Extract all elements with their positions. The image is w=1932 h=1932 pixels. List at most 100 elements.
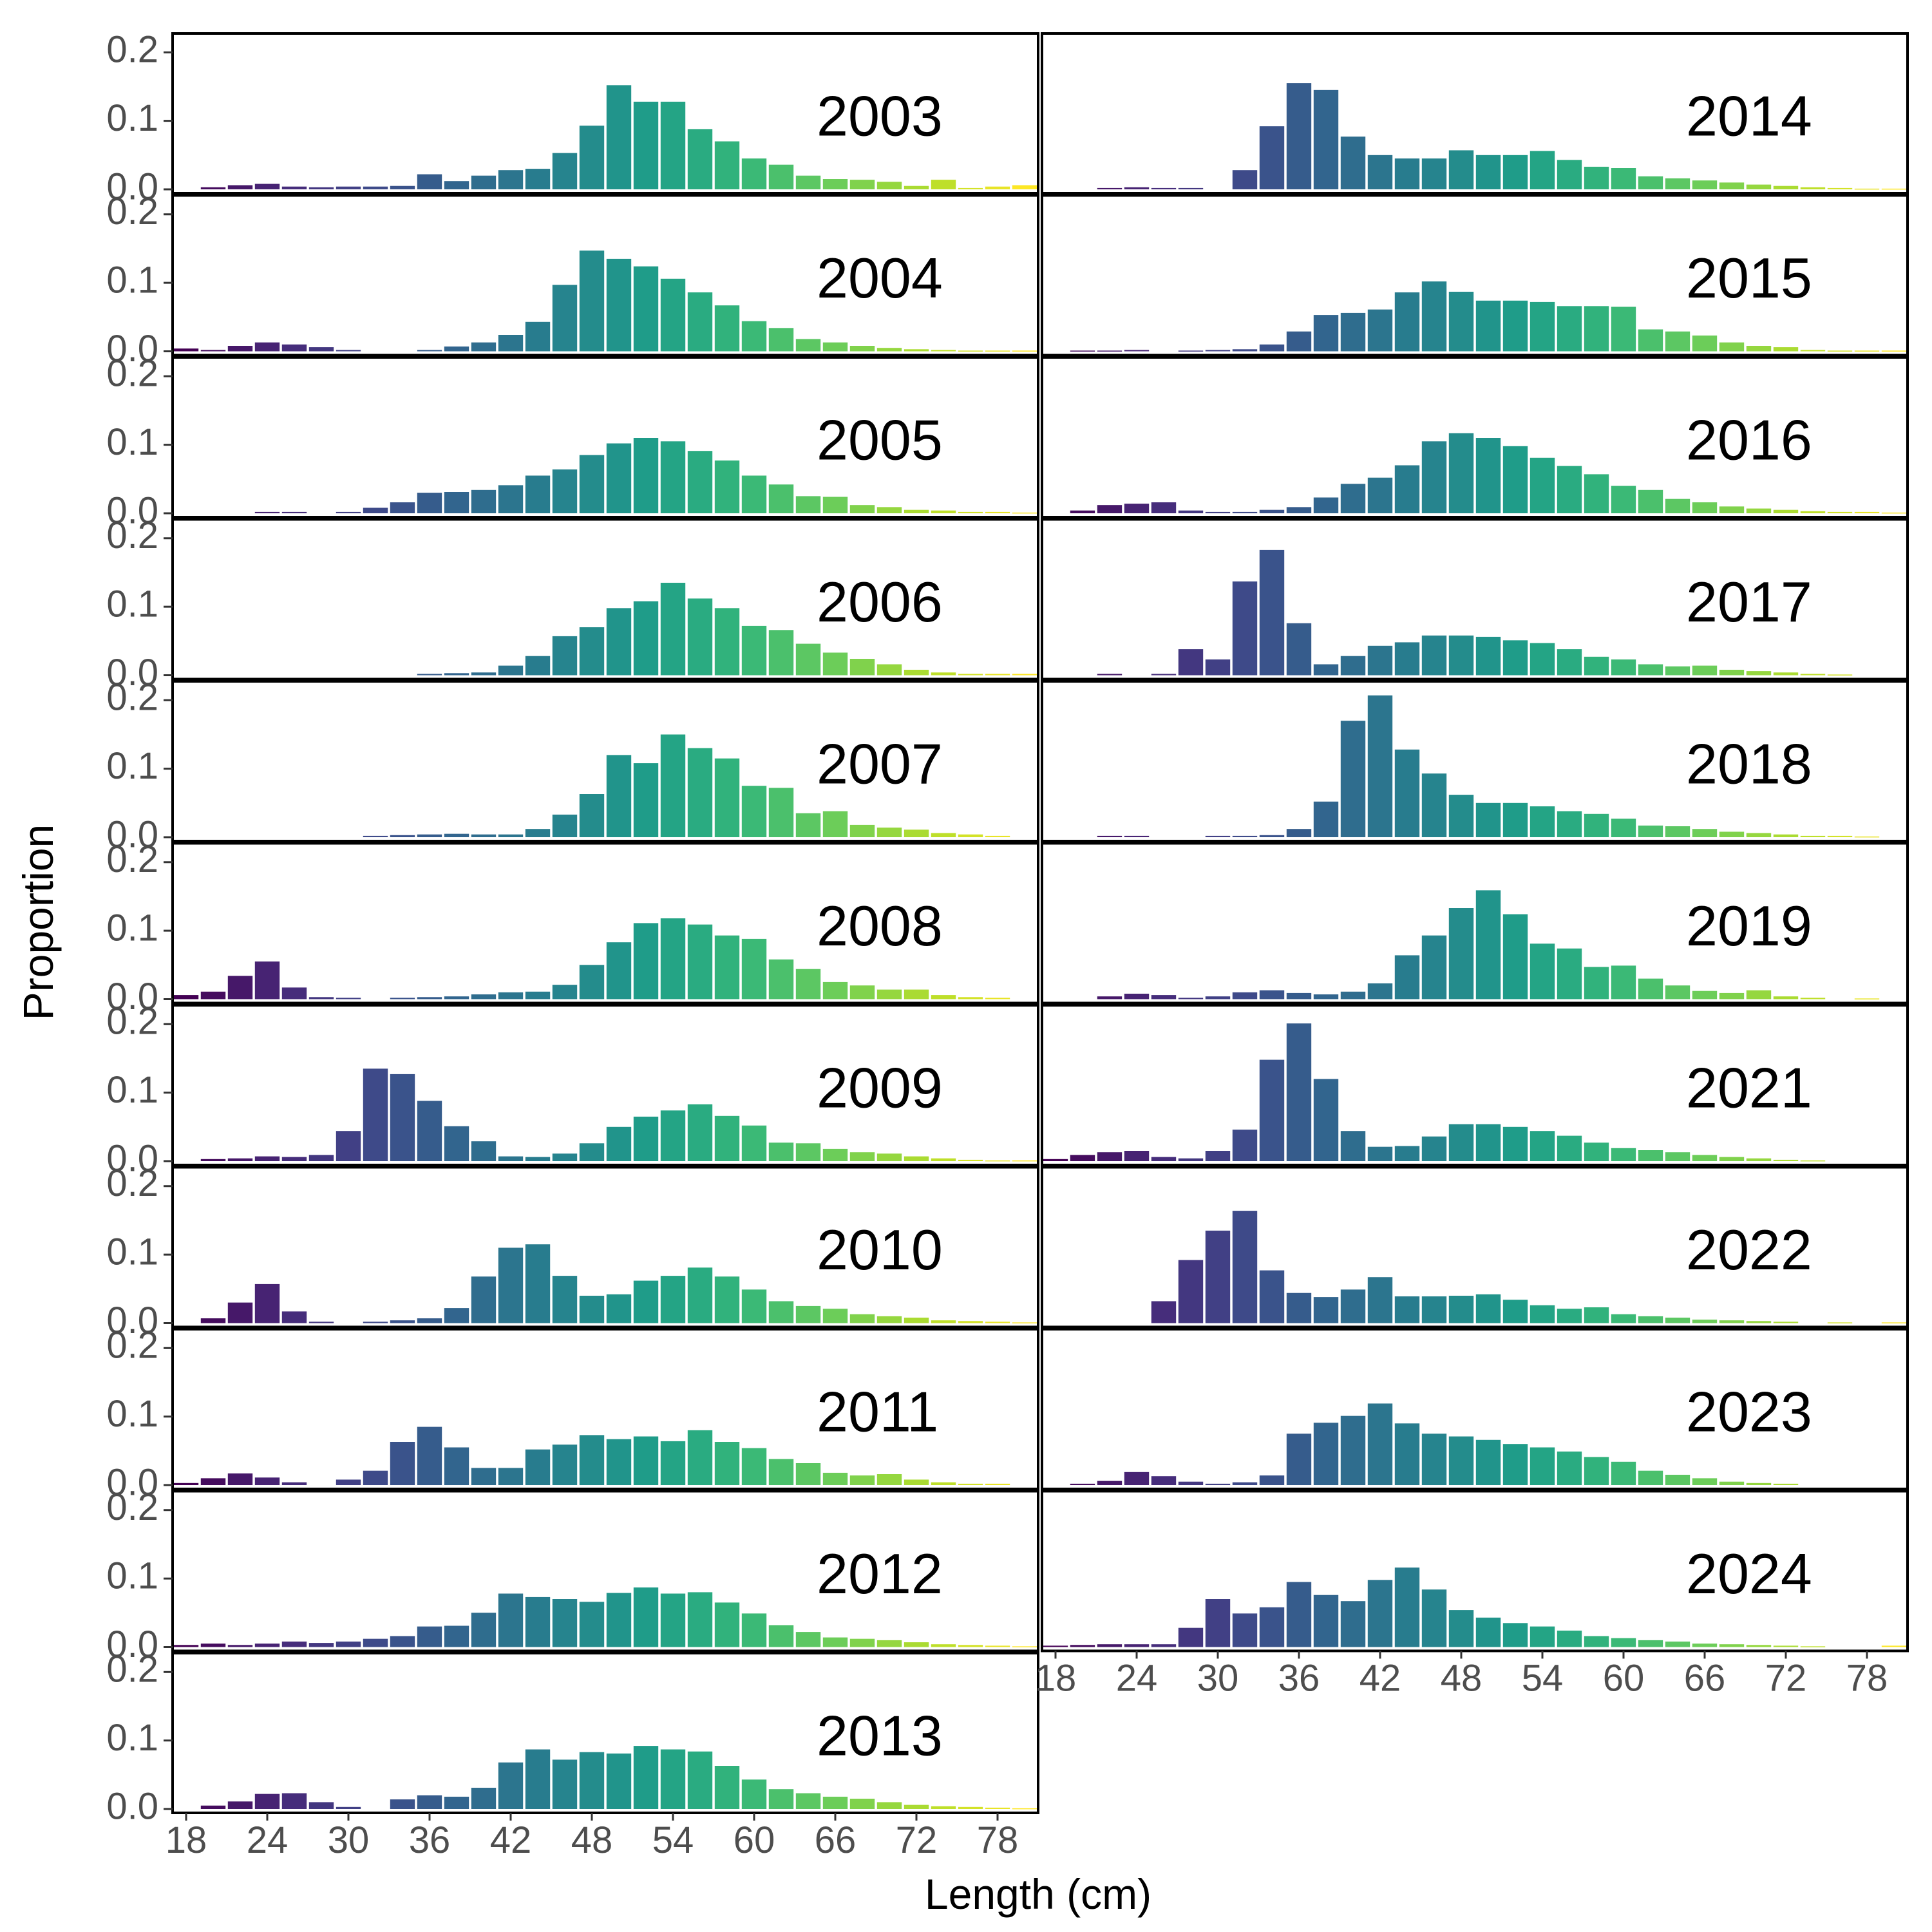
panel-frame [1041, 32, 1909, 194]
bar [876, 1474, 902, 1485]
bar [1773, 1483, 1799, 1485]
bar [1502, 1444, 1528, 1485]
bar [552, 1759, 578, 1809]
bar [1557, 1309, 1582, 1323]
bar [1475, 1124, 1501, 1161]
bar [1611, 1148, 1636, 1161]
bar [444, 346, 469, 352]
bar [1665, 498, 1690, 513]
bar [660, 1593, 686, 1647]
bar [1340, 312, 1366, 352]
bar [579, 251, 605, 352]
bar [1638, 176, 1663, 189]
bar [1475, 1617, 1501, 1647]
bar [1719, 992, 1745, 999]
bar [1012, 512, 1037, 514]
bar [876, 348, 902, 352]
x-tick-label: 48 [1441, 1658, 1482, 1700]
bar [1205, 1151, 1231, 1161]
bar [552, 985, 578, 999]
bar [336, 1479, 361, 1485]
bar [660, 441, 686, 513]
bar [795, 339, 821, 352]
bar [904, 185, 929, 189]
bar [1259, 1607, 1285, 1647]
bar [1800, 998, 1826, 999]
panel-frame [171, 356, 1039, 518]
bar [173, 995, 199, 999]
panel-year-label: 2015 [1686, 246, 1812, 310]
y-tick-label: 0.0 [106, 1624, 158, 1665]
bar [822, 652, 848, 676]
y-tick-label: 0.1 [106, 1069, 158, 1111]
bar [281, 186, 307, 189]
bar [795, 175, 821, 189]
panel-year-label: 2004 [817, 246, 943, 310]
bar [876, 1153, 902, 1161]
bar [1259, 509, 1285, 513]
bar [579, 794, 605, 837]
bar [876, 182, 902, 189]
bar [579, 1143, 605, 1161]
bar [1584, 474, 1609, 513]
y-tick-label: 0.1 [106, 745, 158, 787]
panel-year-label: 2019 [1686, 894, 1812, 958]
bar [633, 923, 659, 999]
bar [1421, 281, 1447, 352]
x-tick-label: 36 [1278, 1658, 1320, 1700]
bar [1530, 301, 1555, 352]
bar [1881, 1322, 1907, 1323]
bar [1475, 300, 1501, 352]
bar [1773, 1645, 1799, 1647]
y-tick-label: 0.0 [106, 813, 158, 855]
bar [308, 1643, 334, 1647]
y-tick-label: 0.2 [106, 838, 158, 880]
bar [363, 1068, 388, 1161]
bar [552, 285, 578, 352]
bar [741, 1613, 767, 1647]
facet-panel: 2007 0.0 0.1 0.2 [106, 677, 1039, 855]
bar [1259, 835, 1285, 837]
y-tick-label: 0.0 [106, 1300, 158, 1341]
bar [390, 998, 415, 999]
bar [1557, 948, 1582, 999]
bar [498, 1468, 524, 1485]
bar [1313, 801, 1339, 837]
bar [795, 1463, 821, 1485]
bar [1530, 151, 1555, 189]
bar [958, 1483, 983, 1485]
panel-frame [171, 1490, 1039, 1653]
bar [822, 342, 848, 352]
bar [308, 187, 334, 189]
y-tick-label: 0.1 [106, 1393, 158, 1435]
bar [1611, 659, 1636, 676]
bar [714, 1276, 740, 1323]
bar [795, 969, 821, 999]
bar [1259, 344, 1285, 352]
bar [1151, 1476, 1177, 1485]
bar [1475, 636, 1501, 676]
bar [1638, 978, 1663, 999]
facet-panel: 2012 0.0 0.1 0.2 [106, 1486, 1039, 1665]
bar [1286, 507, 1312, 513]
bar [1692, 502, 1718, 513]
bar [1665, 666, 1690, 676]
bar [660, 278, 686, 352]
bar [904, 1642, 929, 1647]
bar [687, 748, 713, 837]
bar [1313, 90, 1339, 189]
bar [579, 126, 605, 189]
bar [985, 1645, 1010, 1647]
bar [200, 1159, 226, 1161]
bar [876, 1640, 902, 1647]
bar [660, 582, 686, 676]
bar [985, 350, 1010, 352]
bar [1421, 1589, 1447, 1647]
panel-year-label: 2024 [1686, 1542, 1812, 1605]
bar [1557, 1631, 1582, 1647]
y-tick-label: 0.1 [106, 583, 158, 625]
bar [1012, 350, 1037, 352]
bar [1475, 802, 1501, 837]
bar [1881, 188, 1907, 190]
bar [1692, 336, 1718, 352]
